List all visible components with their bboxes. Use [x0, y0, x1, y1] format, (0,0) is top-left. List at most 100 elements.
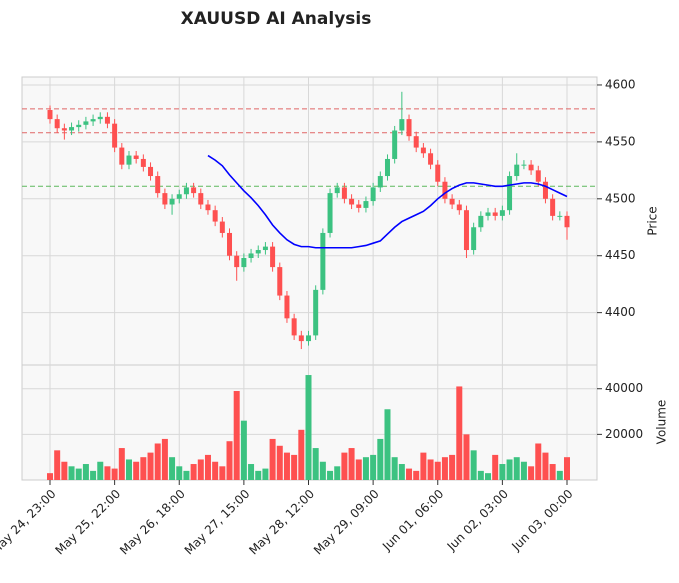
- volume-bar: [398, 464, 405, 480]
- candle-body: [119, 147, 125, 165]
- volume-bar: [212, 461, 219, 480]
- candle-body: [399, 119, 405, 131]
- candle-body: [126, 155, 132, 165]
- candle-body: [528, 164, 534, 171]
- volume-bar: [255, 470, 262, 480]
- x-tick-label: May 26, 18:00: [117, 487, 188, 558]
- candle-body: [248, 253, 254, 258]
- candle-body: [557, 215, 563, 217]
- volume-bar: [441, 457, 448, 480]
- volume-bar: [499, 464, 506, 480]
- volume-bar: [133, 461, 140, 480]
- volume-bar: [492, 454, 499, 480]
- candle-body: [241, 257, 247, 268]
- volume-bar: [197, 459, 204, 480]
- volume-bar: [68, 466, 75, 480]
- candle-body: [133, 155, 139, 159]
- volume-bar: [319, 461, 326, 480]
- candle-body: [507, 176, 513, 211]
- candle-body: [349, 198, 355, 205]
- x-tick-label: May 24, 23:00: [0, 487, 59, 558]
- volume-bar: [204, 454, 211, 480]
- volume-bar: [513, 457, 520, 480]
- candle-body: [327, 193, 333, 233]
- x-tick-label: May 28, 12:00: [246, 487, 317, 558]
- candle-body: [413, 136, 419, 148]
- volume-bar: [391, 457, 398, 480]
- x-tick-label: Jun 02, 03:00: [444, 487, 511, 554]
- x-tick-label: Jun 01, 06:00: [379, 487, 446, 554]
- candle-body: [234, 255, 240, 268]
- candle-body: [104, 116, 110, 124]
- candle-body: [306, 335, 311, 342]
- candle-body: [521, 164, 527, 166]
- volume-bar: [111, 468, 118, 480]
- candle-body: [356, 204, 362, 208]
- candle-body: [61, 128, 67, 131]
- candle-body: [155, 176, 161, 194]
- x-tick-label: May 27, 15:00: [182, 487, 253, 558]
- candle-body: [463, 210, 469, 251]
- candle-body: [112, 123, 118, 148]
- volume-bar: [520, 461, 527, 480]
- volume-bar: [327, 470, 334, 480]
- volume-bar: [334, 466, 341, 480]
- y-tick-label: 4550: [605, 134, 636, 148]
- candle-body: [485, 212, 491, 216]
- candle-body: [162, 193, 168, 205]
- candle-body: [320, 232, 326, 290]
- volume-bar: [154, 443, 161, 480]
- candle-body: [227, 232, 233, 256]
- candle-body: [478, 215, 484, 228]
- price-panel: [21, 76, 598, 366]
- volume-bar: [341, 452, 348, 480]
- volume-bar: [125, 459, 132, 480]
- volume-bar: [190, 464, 197, 480]
- candle-body: [148, 166, 154, 177]
- candle-body: [370, 187, 376, 202]
- volume-bar: [485, 473, 492, 480]
- candle-body: [499, 210, 505, 216]
- candle-body: [377, 176, 383, 188]
- volume-bar: [82, 464, 89, 480]
- candle-body: [363, 201, 369, 208]
- candle-body: [262, 246, 268, 251]
- candle-body: [140, 158, 146, 167]
- volume-bar: [54, 450, 61, 480]
- volume-bar: [47, 473, 53, 480]
- candle-body: [456, 204, 462, 211]
- volume-bar: [240, 420, 247, 480]
- volume-bar: [291, 454, 298, 480]
- candle-body: [442, 181, 448, 199]
- candle-body: [406, 119, 412, 137]
- candle-body: [205, 204, 211, 211]
- volume-bar: [262, 468, 269, 480]
- volume-bar: [564, 457, 570, 480]
- volume-bar: [248, 464, 255, 480]
- volume-bar: [298, 429, 305, 480]
- x-tick-label: May 25, 22:00: [52, 487, 123, 558]
- candle-body: [550, 198, 556, 216]
- volume-bar: [104, 466, 111, 480]
- candle-body: [169, 198, 175, 205]
- candle-body: [535, 170, 541, 182]
- candle-body: [83, 121, 89, 125]
- candle-body: [471, 227, 477, 251]
- candle-body: [514, 164, 520, 177]
- volume-tick-label: 40000: [605, 381, 643, 395]
- y-tick-label: 4400: [605, 305, 636, 319]
- volume-bar: [477, 470, 484, 480]
- volume-bar: [420, 452, 427, 480]
- candle-body: [420, 147, 426, 154]
- y-axis-label: Price: [646, 206, 660, 235]
- volume-bar: [161, 438, 168, 480]
- candle-body: [334, 187, 340, 194]
- candle-body: [97, 116, 103, 120]
- candle-body: [277, 267, 283, 296]
- volume-bar: [283, 452, 290, 480]
- y-tick-label: 4600: [605, 77, 636, 91]
- volume-bar: [183, 470, 190, 480]
- volume-bar: [535, 443, 542, 480]
- volume-bar: [542, 452, 549, 480]
- candle-body: [492, 212, 498, 216]
